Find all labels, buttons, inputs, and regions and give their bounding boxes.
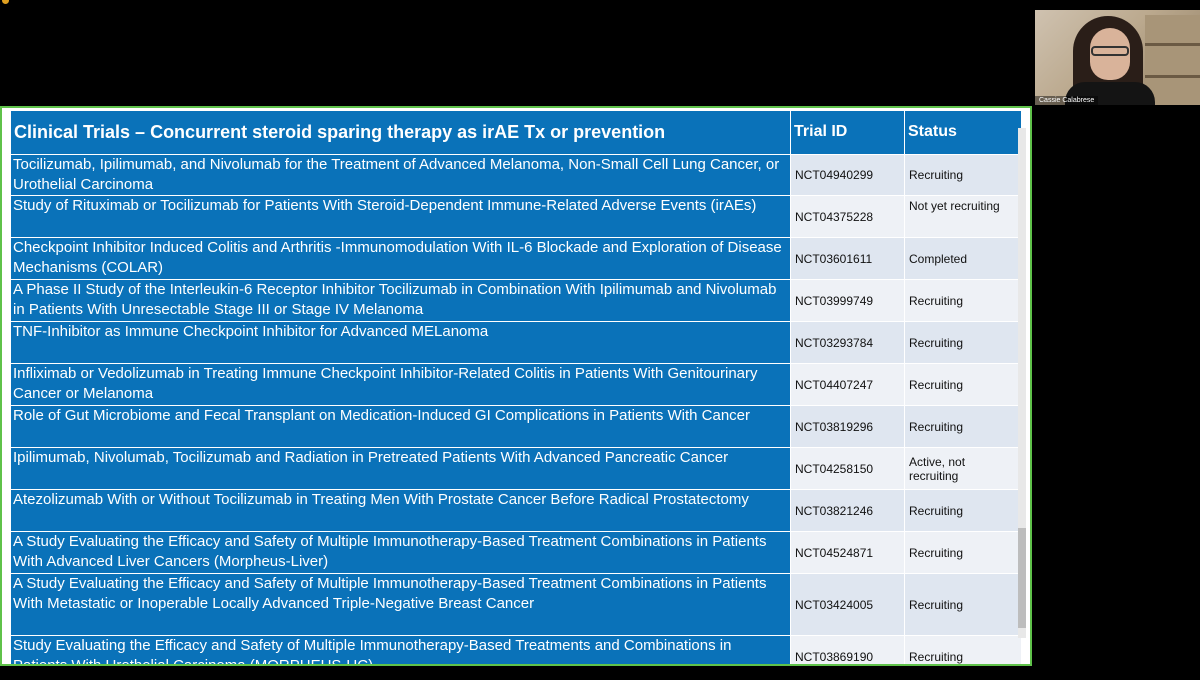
trial-description: TNF-Inhibitor as Immune Checkpoint Inhib… <box>10 321 791 364</box>
table-row: Atezolizumab With or Without Tocilizumab… <box>10 489 1022 532</box>
trial-description: Role of Gut Microbiome and Fecal Transpl… <box>10 405 791 448</box>
status-header: Status <box>904 110 1022 155</box>
trial-status: Recruiting <box>904 154 1022 196</box>
participant-video-tile[interactable]: Cassie Calabrese <box>1035 10 1200 105</box>
participant-name-label: Cassie Calabrese <box>1035 96 1099 105</box>
table-row: A Study Evaluating the Efficacy and Safe… <box>10 531 1022 574</box>
trial-description: Study Evaluating the Efficacy and Safety… <box>10 635 791 664</box>
trial-id: NCT04407247 <box>790 363 905 406</box>
scrollbar-thumb[interactable] <box>1018 528 1026 628</box>
slide-scrollbar[interactable] <box>1018 128 1026 638</box>
trial-id: NCT03601611 <box>790 237 905 280</box>
table-row: Study of Rituximab or Tocilizumab for Pa… <box>10 195 1022 238</box>
top-status-icons <box>0 0 80 8</box>
table-row: Role of Gut Microbiome and Fecal Transpl… <box>10 405 1022 448</box>
table-row: Study Evaluating the Efficacy and Safety… <box>10 635 1022 664</box>
trial-status: Not yet recruiting <box>904 195 1022 238</box>
trial-description: A Study Evaluating the Efficacy and Safe… <box>10 573 791 636</box>
table-title: Clinical Trials – Concurrent steroid spa… <box>10 110 791 155</box>
table-row: Ipilimumab, Nivolumab, Tocilizumab and R… <box>10 447 1022 490</box>
trial-id: NCT03821246 <box>790 489 905 532</box>
trial-description: Atezolizumab With or Without Tocilizumab… <box>10 489 791 532</box>
trial-id: NCT03999749 <box>790 279 905 322</box>
trial-description: Study of Rituximab or Tocilizumab for Pa… <box>10 195 791 238</box>
status-dot-icon <box>2 0 9 4</box>
trial-status: Active, not recruiting <box>904 447 1022 490</box>
trial-description: A Study Evaluating the Efficacy and Safe… <box>10 531 791 574</box>
trial-id: NCT04375228 <box>790 195 905 238</box>
trial-status: Recruiting <box>904 405 1022 448</box>
trial-status: Recruiting <box>904 635 1022 664</box>
table-row: Infliximab or Vedolizumab in Treating Im… <box>10 363 1022 406</box>
bookshelf-background <box>1145 15 1200 105</box>
trial-status: Completed <box>904 237 1022 280</box>
trial-status: Recruiting <box>904 531 1022 574</box>
trial-description: Ipilimumab, Nivolumab, Tocilizumab and R… <box>10 447 791 490</box>
trial-id: NCT03424005 <box>790 573 905 636</box>
trial-description: Infliximab or Vedolizumab in Treating Im… <box>10 363 791 406</box>
shared-slide: Clinical Trials – Concurrent steroid spa… <box>0 106 1032 666</box>
trial-id: NCT04940299 <box>790 154 905 196</box>
trial-id-header: Trial ID <box>790 110 905 155</box>
trial-status: Recruiting <box>904 573 1022 636</box>
trial-status: Recruiting <box>904 321 1022 364</box>
table-row: A Phase II Study of the Interleukin-6 Re… <box>10 279 1022 322</box>
table-row: Checkpoint Inhibitor Induced Colitis and… <box>10 237 1022 280</box>
trial-id: NCT04524871 <box>790 531 905 574</box>
table-row: TNF-Inhibitor as Immune Checkpoint Inhib… <box>10 321 1022 364</box>
trial-description: A Phase II Study of the Interleukin-6 Re… <box>10 279 791 322</box>
trial-description: Checkpoint Inhibitor Induced Colitis and… <box>10 237 791 280</box>
trial-id: NCT03293784 <box>790 321 905 364</box>
trial-status: Recruiting <box>904 489 1022 532</box>
table-header-row: Clinical Trials – Concurrent steroid spa… <box>10 110 1022 155</box>
trial-description: Tocilizumab, Ipilimumab, and Nivolumab f… <box>10 154 791 196</box>
trial-id: NCT04258150 <box>790 447 905 490</box>
clinical-trials-table: Clinical Trials – Concurrent steroid spa… <box>10 110 1022 664</box>
trial-status: Recruiting <box>904 279 1022 322</box>
trial-id: NCT03869190 <box>790 635 905 664</box>
trial-id: NCT03819296 <box>790 405 905 448</box>
table-row: Tocilizumab, Ipilimumab, and Nivolumab f… <box>10 154 1022 196</box>
trial-status: Recruiting <box>904 363 1022 406</box>
table-row: A Study Evaluating the Efficacy and Safe… <box>10 573 1022 636</box>
